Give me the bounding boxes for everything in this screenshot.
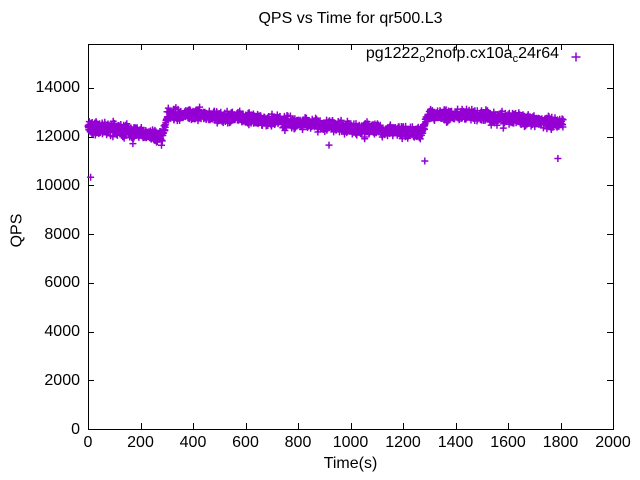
y-tick-label: 2000: [44, 371, 80, 389]
x-tick-label: 400: [179, 434, 207, 451]
y-tick-label: 4000: [44, 323, 80, 341]
legend: pg1222o2nofp.cx10ac24r64: [365, 45, 583, 65]
legend-label-part: 2nofp.cx10a: [425, 45, 513, 62]
legend-label-subscript: o: [419, 52, 426, 65]
y-tick-label: 0: [71, 420, 80, 438]
legend-label-subscript: c: [512, 52, 519, 65]
x-tick-label: 800: [284, 434, 312, 451]
y-tick-label: 14000: [35, 79, 81, 97]
plot-border: [88, 44, 614, 430]
legend-label-part: 24r64: [518, 45, 559, 62]
x-tick-label: 1000: [332, 434, 369, 451]
legend-plus-marker-icon: [571, 52, 581, 62]
x-axis-label: Time(s): [323, 455, 378, 472]
y-tick-label: 12000: [35, 128, 81, 146]
legend-series-label: pg1222o2nofp.cx10ac24r64: [365, 45, 559, 65]
y-tick-label: 6000: [44, 274, 80, 292]
x-tick-label: 600: [232, 434, 259, 451]
y-tick-label: 8000: [44, 225, 80, 243]
x-tick-label: 1400: [437, 434, 474, 451]
y-tick-label: 10000: [35, 176, 81, 194]
x-tick-label: 1600: [490, 434, 526, 451]
x-tick-label: 1800: [542, 434, 579, 451]
x-tick-label: 0: [83, 434, 93, 451]
x-tick-label: 200: [127, 434, 154, 451]
x-tick-label: 1200: [385, 434, 421, 451]
chart-title: QPS vs Time for qr500.L3: [258, 10, 443, 27]
x-tick-label: 2000: [595, 434, 631, 451]
legend-label-part: pg1222: [365, 45, 420, 62]
data-points: [84, 103, 567, 181]
